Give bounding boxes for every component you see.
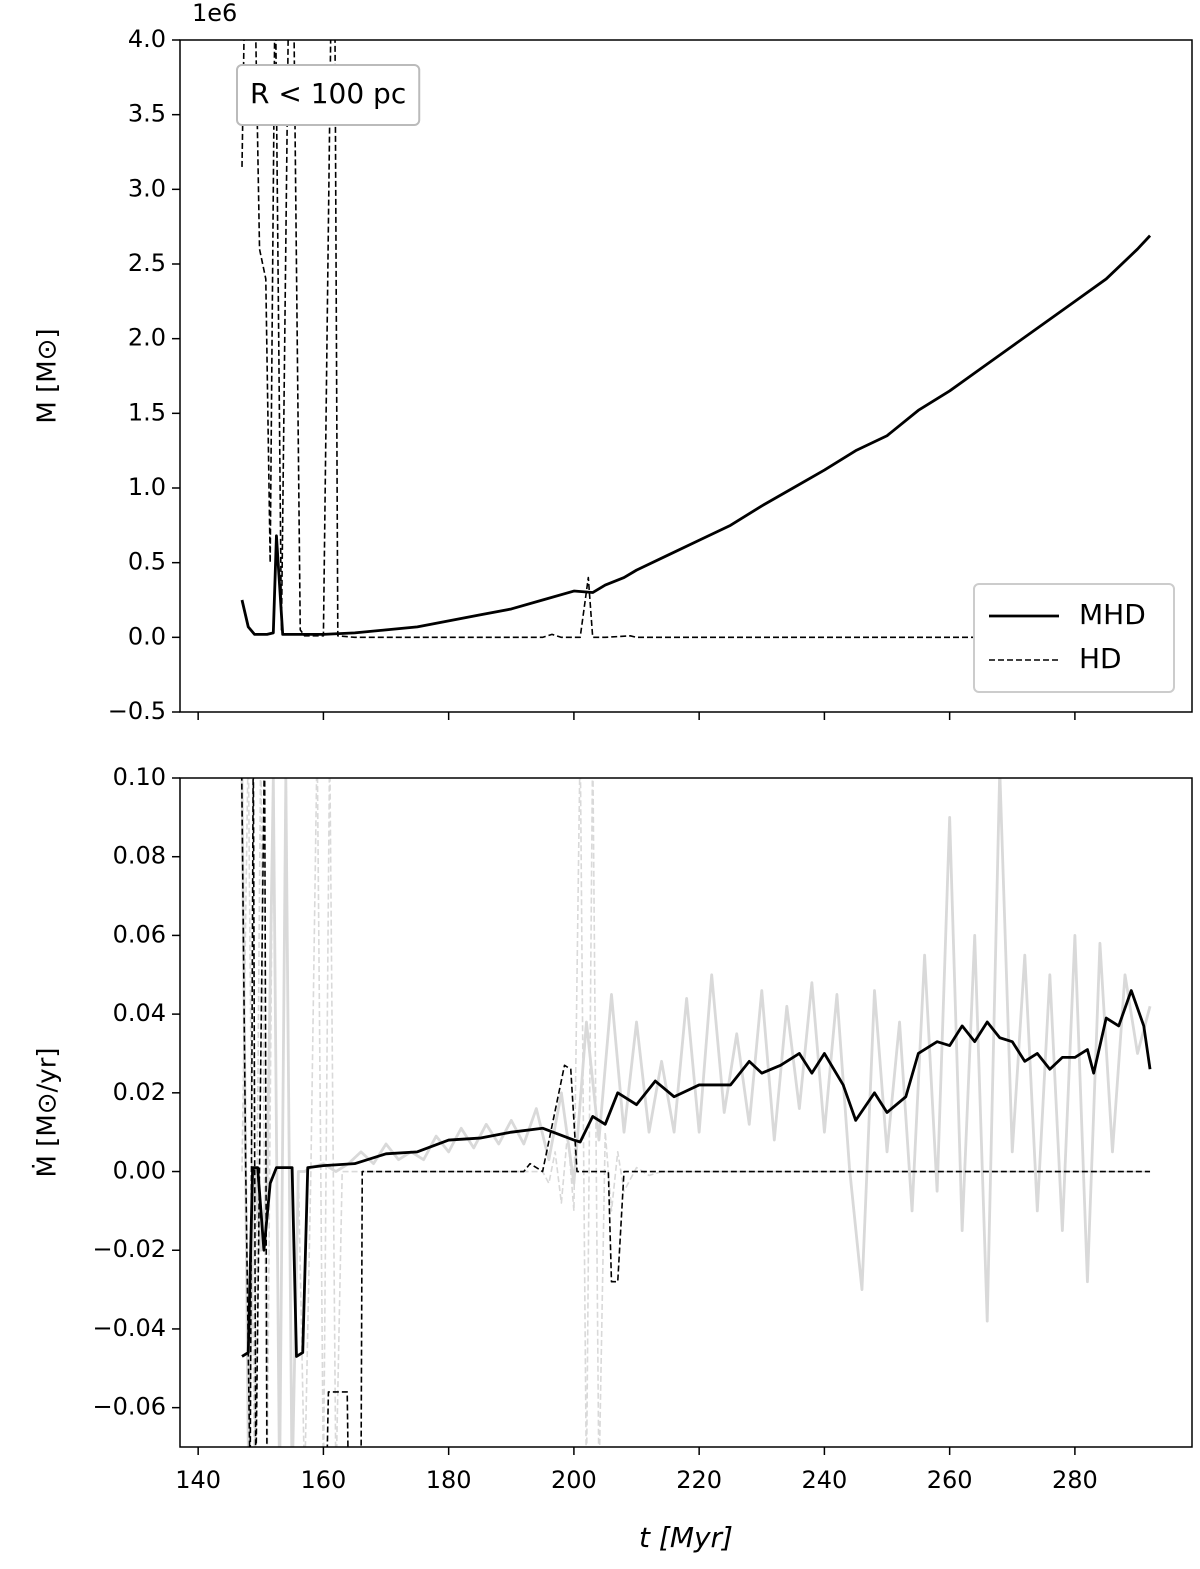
legend-label: MHD	[1079, 598, 1146, 631]
legend-label: HD	[1079, 642, 1122, 675]
x-tick-label: 280	[1052, 1466, 1098, 1494]
plot-area	[240, 778, 1152, 1447]
annotation-box	[236, 64, 421, 126]
y-tick-label: 3.0	[128, 174, 166, 202]
axes-frame	[179, 777, 1193, 1448]
series-line	[240, 234, 1152, 636]
legend-box	[973, 583, 1175, 693]
y-tick-label: 0.02	[113, 1078, 166, 1106]
x-tick-label: 140	[175, 1466, 221, 1494]
y-tick-label: 3.5	[128, 100, 166, 128]
y-tick-label: 0.5	[128, 548, 166, 576]
y-tick-label: 2.5	[128, 249, 166, 277]
x-tick-label: 240	[801, 1466, 847, 1494]
x-tick-label: 200	[551, 1466, 597, 1494]
x-axis-label: t [Myr]	[639, 1521, 733, 1554]
x-tick-label: 220	[676, 1466, 722, 1494]
y-axis-label: M [M⊙]	[33, 328, 63, 423]
y-tick-label: 0.10	[113, 763, 166, 791]
x-tick-label: 180	[426, 1466, 472, 1494]
series-line	[240, 778, 1152, 1447]
x-tick-label: 160	[301, 1466, 347, 1494]
y-tick-label: −0.06	[92, 1393, 166, 1421]
y-tick-label: 0.0	[128, 622, 166, 650]
series-line	[241, 989, 1152, 1358]
y-tick-label: 0.06	[113, 920, 166, 948]
y-tick-label: 4.0	[128, 25, 166, 53]
y-tick-label: −0.5	[108, 697, 166, 725]
plot-area	[240, 40, 1152, 639]
y-offset-label: 1e6	[192, 0, 237, 27]
axes-frame	[179, 39, 1193, 713]
x-tick-label: 260	[927, 1466, 973, 1494]
y-axis-label: Ṁ [M⊙/yr]	[31, 1047, 63, 1177]
y-tick-label: 1.5	[128, 398, 166, 426]
y-tick-label: 2.0	[128, 324, 166, 352]
y-tick-label: 0.08	[113, 842, 166, 870]
y-tick-label: −0.04	[92, 1314, 166, 1342]
y-tick-label: 1.0	[128, 473, 166, 501]
y-tick-label: −0.02	[92, 1235, 166, 1263]
y-tick-label: 0.00	[113, 1157, 166, 1185]
annotation: R < 100 pc	[250, 77, 406, 110]
y-tick-label: 0.04	[113, 999, 166, 1027]
